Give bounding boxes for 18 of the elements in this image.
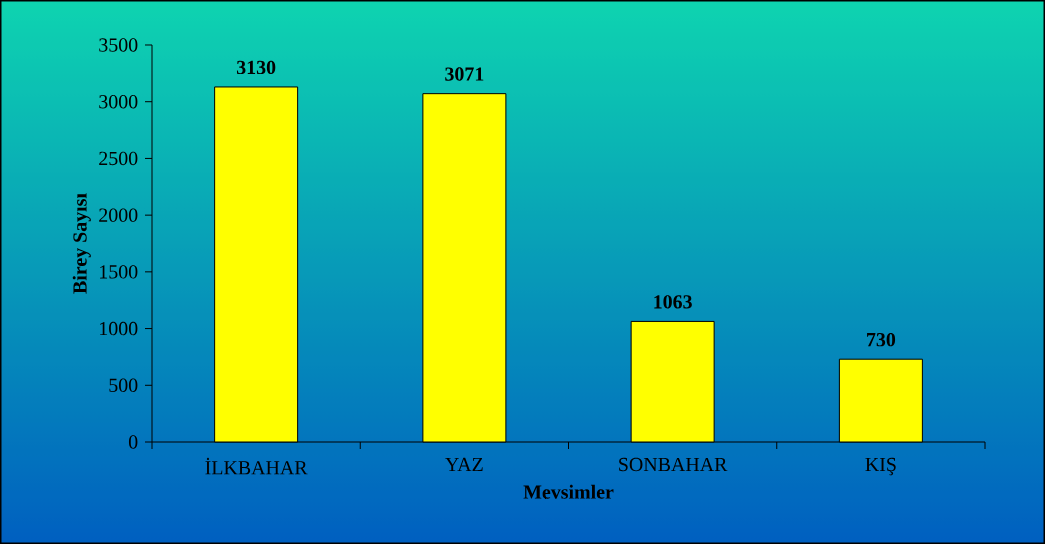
y-axis-title: Birey Sayısı [72,193,91,294]
data-label: 730 [867,332,896,347]
x-tick-label: SONBAHAR [619,457,728,472]
y-tick-label: 2500 [99,151,138,166]
x-tick-label: KIŞ [865,457,896,476]
y-tick-label: 3000 [99,94,138,109]
y-tick-label: 0 [128,435,138,449]
data-label: 3071 [445,67,484,81]
y-tick-label: 1000 [100,321,138,336]
data-label: 1063 [654,295,692,309]
y-tick-label: 3500 [99,38,138,52]
x-tick-label: İLKBAHAR [205,457,308,475]
data-label: 3130 [236,60,276,75]
x-tick-label: YAZ [445,457,483,471]
x-axis-title: Mevsimler [523,484,614,499]
y-tick-label: 500 [109,378,138,392]
y-tick-label: 2000 [99,208,138,222]
y-tick-label: 1500 [100,265,138,279]
